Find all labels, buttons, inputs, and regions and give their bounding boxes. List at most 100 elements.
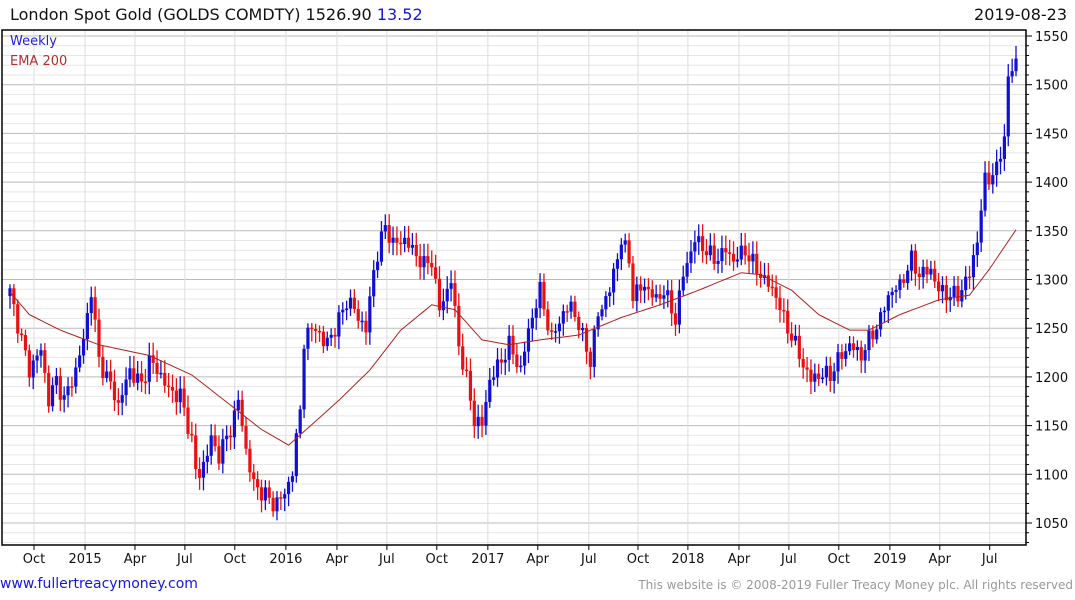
candle-body: [414, 244, 418, 257]
candle-body: [341, 309, 345, 313]
candle-body: [917, 273, 921, 278]
candle-body: [58, 376, 62, 400]
candle-body: [35, 355, 39, 361]
candle-body: [499, 359, 503, 363]
candle-body: [642, 286, 647, 291]
candle-body: [824, 365, 829, 378]
x-tick-label: Oct: [224, 552, 246, 567]
candle-body: [372, 270, 376, 297]
candle-body: [267, 487, 271, 498]
candle-body: [967, 276, 972, 279]
candle-body: [755, 253, 759, 274]
candle-body: [356, 309, 360, 321]
candle-body: [310, 327, 314, 330]
candle-body: [43, 350, 47, 373]
candle-body: [793, 335, 798, 341]
candle-body: [182, 388, 186, 408]
x-tick-label: Apr: [929, 552, 952, 567]
website-link[interactable]: www.fullertreacymoney.com: [0, 576, 198, 592]
candle-body: [1014, 58, 1018, 72]
candle-body: [619, 244, 623, 260]
candle-body: [159, 372, 163, 375]
candle-body: [913, 250, 917, 274]
candle-body: [820, 377, 825, 380]
x-tick-label: Oct: [23, 552, 45, 567]
candle-body: [283, 494, 287, 499]
candle-body: [987, 172, 991, 185]
candle-body: [971, 255, 976, 278]
candle-body: [875, 329, 879, 340]
candle-body: [201, 461, 206, 478]
candle-body: [194, 435, 198, 470]
candle-body: [217, 446, 221, 464]
candle-body: [840, 352, 844, 359]
candle-body: [492, 377, 496, 380]
candle-body: [101, 356, 105, 379]
candle-body: [604, 296, 608, 310]
candle-body: [832, 371, 836, 381]
candle-body: [577, 316, 581, 331]
candle-body: [813, 373, 817, 382]
candle-body: [704, 251, 709, 256]
candle-body: [898, 279, 902, 290]
candle-body: [410, 244, 414, 248]
chart-date: 2019-08-23: [974, 5, 1067, 24]
candle-body: [836, 352, 840, 372]
candle-body: [848, 343, 852, 352]
candle-body: [136, 373, 140, 383]
candle-body: [507, 335, 511, 360]
candle-body: [8, 288, 12, 297]
candle-body: [190, 433, 194, 436]
candle-body: [27, 350, 31, 378]
candle-body: [631, 263, 635, 302]
candle-body: [693, 242, 697, 252]
candle-body: [650, 289, 654, 298]
candle-body: [85, 313, 89, 340]
candle-body: [151, 355, 155, 363]
x-tick-label: Jul: [981, 552, 998, 567]
candle-body: [244, 426, 248, 449]
candle-body: [364, 320, 368, 333]
candle-body: [890, 291, 894, 296]
candle-body: [178, 388, 182, 403]
candle-body: [379, 231, 384, 262]
candle-body: [700, 236, 705, 252]
candle-body: [805, 367, 809, 370]
candle-body: [720, 248, 724, 262]
candle-body: [368, 296, 372, 333]
candle-body: [956, 285, 960, 302]
candle-body: [778, 297, 782, 310]
candle-body: [240, 399, 244, 427]
candle-body: [526, 328, 531, 352]
candle-body: [422, 256, 426, 268]
candle-body: [213, 435, 217, 447]
candle-body: [132, 368, 136, 383]
candle-body: [809, 369, 813, 382]
candle-body: [54, 376, 59, 386]
copyright-text: This website is © 2008-2019 Fuller Treac…: [638, 578, 1073, 592]
candle-body: [863, 350, 867, 361]
candle-body: [817, 373, 821, 379]
x-tick-label: Apr: [728, 552, 751, 567]
candle-body: [654, 294, 658, 298]
candle-body: [1002, 136, 1006, 159]
candle-body: [252, 472, 256, 480]
candle-body: [66, 386, 70, 396]
candle-body: [925, 266, 929, 275]
candle-body: [530, 317, 534, 329]
y-tick-label: 1200: [1035, 371, 1068, 386]
candle-body: [712, 245, 716, 264]
candle-body: [546, 309, 550, 331]
candle-body: [89, 297, 93, 314]
candle-body: [751, 253, 755, 262]
candle-body: [557, 323, 562, 332]
candle-body: [97, 319, 101, 357]
candle-body: [666, 290, 670, 296]
candle-body: [878, 312, 883, 330]
candle-body: [902, 279, 906, 283]
candle-body: [871, 330, 875, 340]
candle-body: [998, 158, 1003, 162]
x-tick-label: 2016: [269, 552, 302, 567]
candle-body: [468, 370, 473, 401]
candle-body: [348, 297, 353, 309]
